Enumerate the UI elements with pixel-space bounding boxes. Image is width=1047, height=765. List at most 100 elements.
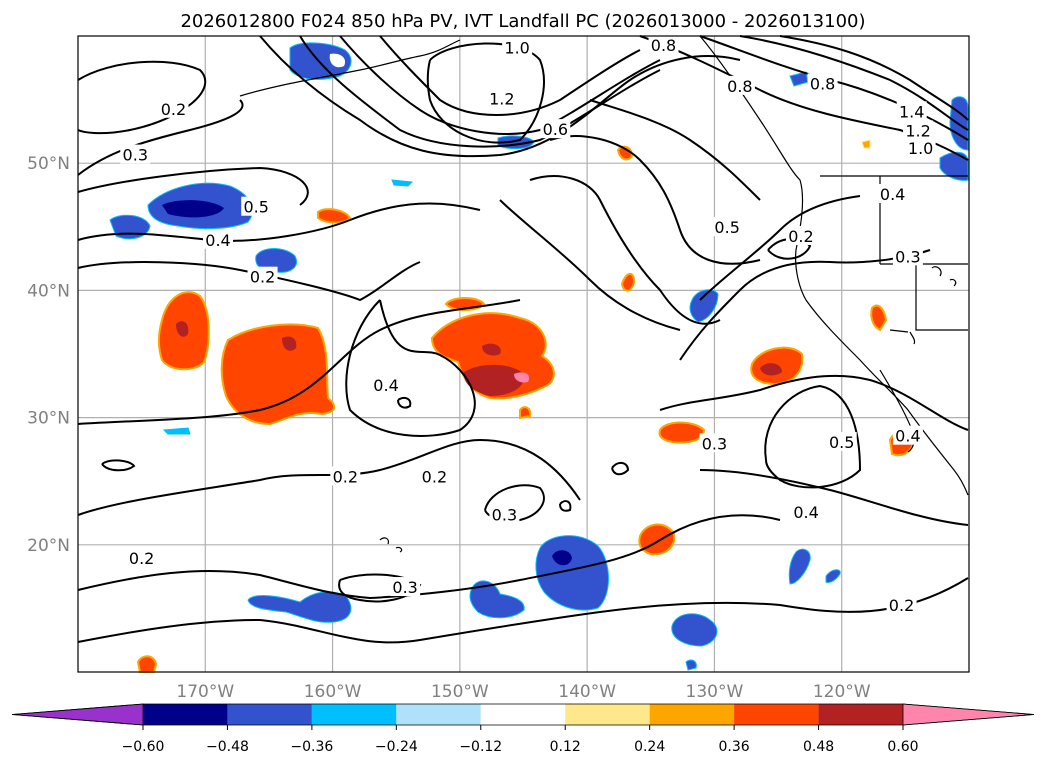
contour-label: 0.2 — [788, 227, 813, 246]
contour-label: 0.3 — [702, 434, 727, 453]
contour-label-bg — [158, 98, 189, 118]
contour-label-bg — [502, 37, 533, 57]
contour-label-bg — [826, 432, 857, 452]
contour-label-layer: 0.20.30.50.40.20.40.20.20.30.20.31.01.20… — [120, 35, 936, 615]
x-tick-label: 140°W — [558, 682, 616, 702]
positive-pv-region-5 — [519, 406, 532, 420]
colorbar-extend-high — [902, 703, 1035, 726]
negative-pv-region-18 — [685, 659, 697, 671]
negative-pv-region-8 — [535, 535, 609, 611]
contour-label-bg — [877, 184, 908, 203]
colorbar-tick-label: 0.24 — [634, 739, 665, 755]
positive-pv-region-8 — [620, 273, 636, 292]
contour-label: 0.2 — [889, 596, 914, 615]
contour-label-bg — [807, 73, 838, 93]
positive-pv-region-2 — [220, 323, 335, 426]
contour-label: 0.8 — [651, 36, 676, 55]
contour-label: 0.8 — [727, 77, 752, 96]
map-panel: 0.20.30.50.40.20.40.20.20.30.20.31.01.20… — [77, 35, 970, 673]
contour-label-bg — [903, 120, 934, 140]
positive-pv-region-14 — [136, 655, 158, 673]
map-frame — [77, 35, 970, 673]
contour-label: 0.6 — [543, 120, 568, 139]
contour-label-bg — [203, 229, 234, 249]
contour-label-bg — [489, 504, 520, 524]
contour-label-bg — [712, 217, 743, 237]
y-axis-ticks: 20°N 30°N 40°N 50°N — [27, 154, 70, 556]
contour-label-bg — [247, 266, 278, 286]
contour-label-bg — [724, 75, 755, 95]
colorbar-tick-label: −0.48 — [206, 739, 249, 755]
contour-label-bg — [699, 433, 730, 453]
colorbar-tick-label: 0.60 — [887, 739, 918, 755]
contour-label: 0.5 — [243, 198, 268, 217]
colorbar-segment — [565, 704, 650, 725]
pv-contour-lines — [77, 35, 969, 644]
contour-label: 0.5 — [829, 433, 854, 452]
colorbar-segment — [396, 704, 481, 725]
contour-label: 0.2 — [422, 467, 447, 486]
negative-pv-region-4 — [109, 214, 151, 240]
colorbar-segment — [227, 704, 312, 725]
y-tick-label: 20°N — [27, 536, 70, 556]
colorbar-tick-label: −0.36 — [290, 739, 333, 755]
contour-label-bg — [126, 547, 157, 567]
contour-label-bg — [390, 577, 421, 597]
contour-label: 1.4 — [899, 102, 924, 121]
contour-label: 1.0 — [504, 39, 529, 58]
negative-pv-region-11 — [671, 613, 718, 647]
colorbar-segment — [143, 704, 228, 725]
contour-label: 1.2 — [489, 90, 514, 109]
contour-label-bg — [892, 246, 923, 266]
contour-label-bg — [486, 88, 517, 108]
negative-pv-region-17 — [162, 427, 191, 435]
contour-label: 1.0 — [908, 139, 933, 158]
negative-pv-region-10 — [247, 591, 352, 623]
contour-label-bg — [371, 374, 402, 394]
colorbar: −0.60 −0.48 −0.36 −0.24 −0.12 0.12 0.24 0.36 0.4… — [11, 703, 1035, 755]
contour-label: 0.4 — [205, 231, 230, 250]
contour-label: 0.4 — [373, 376, 398, 395]
x-tick-label: 170°W — [176, 682, 234, 702]
negative-pv-region-15 — [939, 151, 969, 181]
x-tick-label: 130°W — [686, 682, 744, 702]
contour-label: 0.3 — [492, 506, 517, 525]
contour-label: 0.2 — [333, 467, 358, 486]
colorbar-segment — [734, 704, 819, 725]
contour-label-bg — [892, 425, 923, 445]
positive-pv-region-10 — [658, 421, 706, 444]
contour-label-bg — [785, 225, 816, 245]
positive-pv-region-15 — [861, 139, 871, 149]
pv-shaded-regions — [109, 42, 969, 673]
colorbar-segment — [649, 704, 735, 725]
positive-pv-region-3 — [430, 312, 555, 400]
negative-pv-region-6 — [391, 179, 414, 187]
x-tick-label: 150°W — [431, 682, 489, 702]
contour-label-bg — [120, 144, 151, 164]
contour-label: 0.3 — [123, 146, 148, 165]
contour-label-bg — [648, 35, 679, 55]
contour-label: 0.4 — [793, 503, 818, 522]
colorbar-tick-label: −0.24 — [375, 739, 418, 755]
colorbar-tick-label: 0.36 — [719, 739, 750, 755]
contour-label-bg — [241, 196, 272, 216]
x-tick-label: 120°W — [813, 682, 871, 702]
positive-pv-region-13 — [870, 304, 888, 332]
contour-label: 0.2 — [161, 100, 186, 119]
contour-label: 0.4 — [895, 427, 920, 446]
contour-label-bg — [896, 101, 927, 121]
contour-label: 0.3 — [895, 247, 920, 266]
negative-pv-region-13 — [825, 569, 841, 583]
contour-label-bg — [330, 466, 361, 486]
x-tick-label: 160°W — [304, 682, 362, 702]
positive-pv-region-6 — [317, 208, 352, 224]
colorbar-tick-label: −0.60 — [122, 739, 165, 755]
contour-label-bg — [791, 502, 822, 521]
positive-pv-region-9 — [750, 346, 804, 386]
contour-label: 0.3 — [392, 578, 417, 597]
contour-label: 1.2 — [905, 121, 930, 140]
contour-label: 0.8 — [810, 74, 835, 93]
x-axis-ticks: 170°W 160°W 150°W 140°W 130°W 120°W — [176, 682, 870, 702]
contour-label: 0.5 — [714, 218, 739, 237]
negative-pv-region-7 — [689, 289, 719, 323]
